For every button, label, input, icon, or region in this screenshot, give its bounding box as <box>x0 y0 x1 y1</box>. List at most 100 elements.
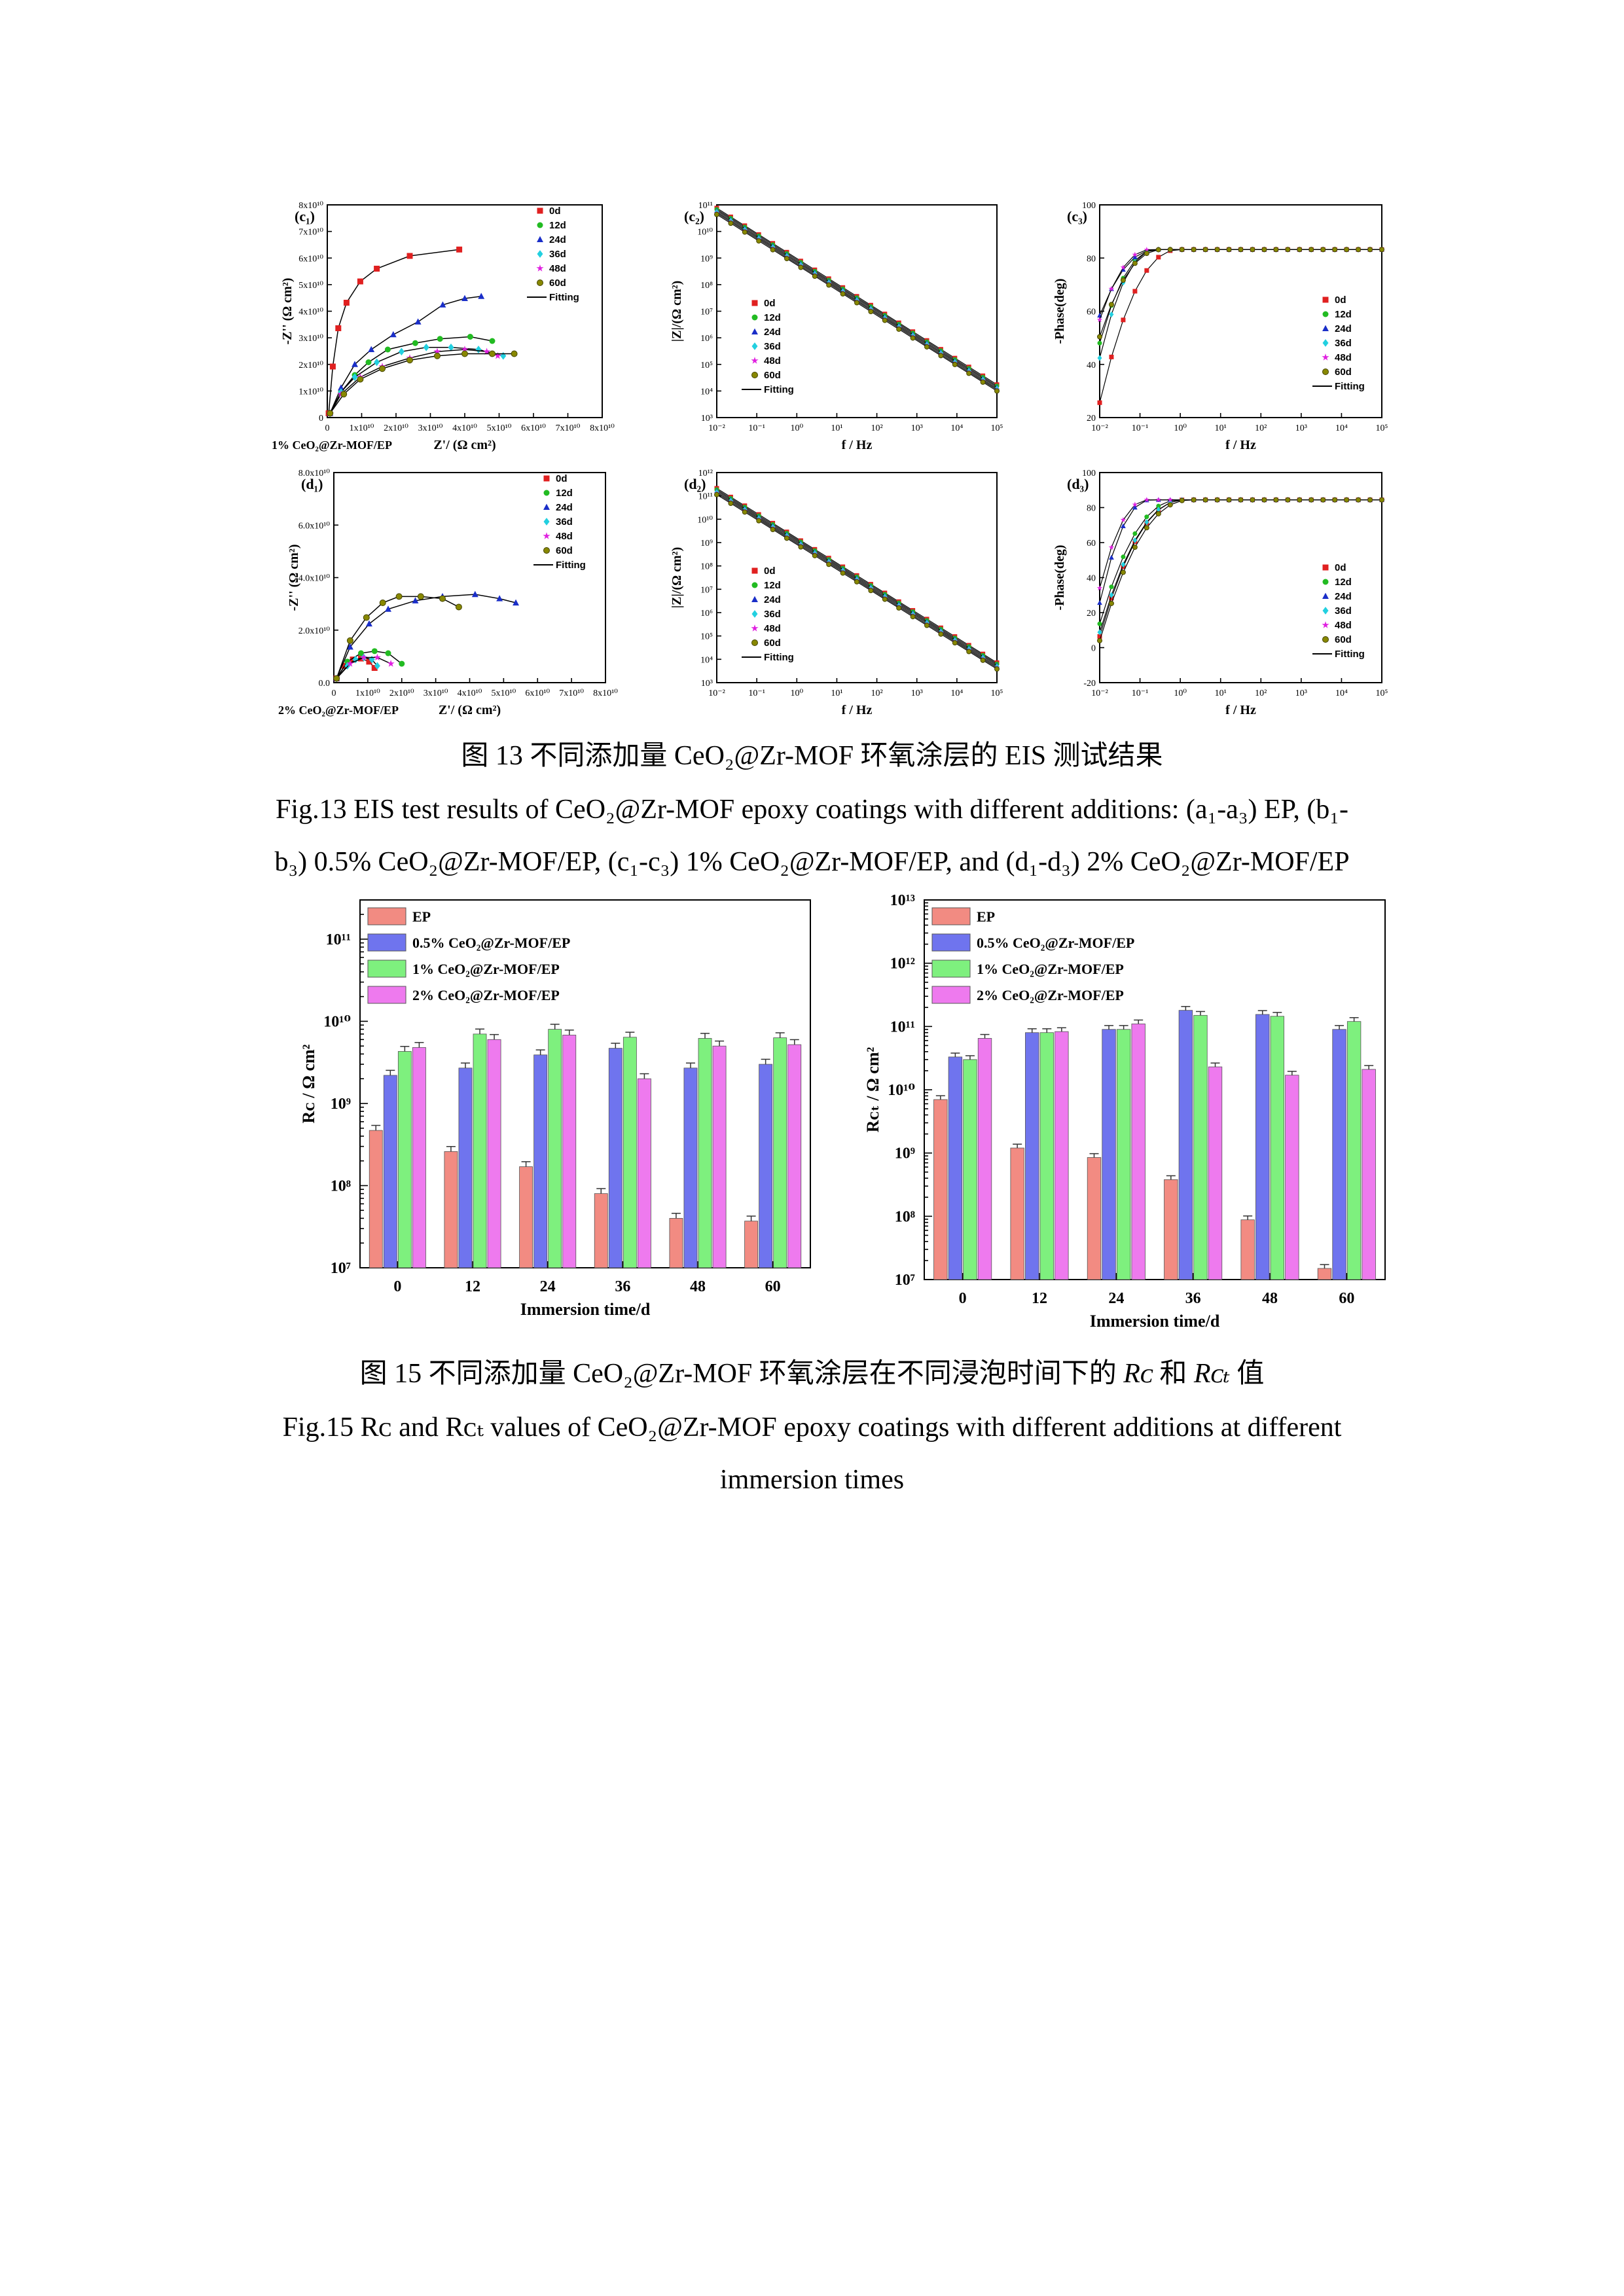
bar <box>458 1067 473 1268</box>
data-point <box>1367 497 1373 503</box>
data-point <box>1108 600 1114 606</box>
panel-d1: 0 1x10¹⁰ 2x10¹⁰ 3x10¹⁰ 4x10¹⁰ 5x10¹⁰ 6x10¹⁰ 7x1… <box>278 469 618 717</box>
x-tick-label: 10⁻² <box>1091 423 1108 433</box>
data-point <box>384 346 391 353</box>
data-point <box>434 352 441 359</box>
fit-curve <box>1099 499 1382 588</box>
data-point <box>1297 247 1303 253</box>
legend-swatch <box>931 986 971 1004</box>
data-point <box>1144 247 1150 253</box>
data-point <box>374 662 380 670</box>
panel-label: (c₁) <box>295 208 315 224</box>
legend-entry: Fitting <box>764 384 794 395</box>
x-tick-label: 10⁻¹ <box>1132 689 1149 698</box>
legend-entry: 1% CeO₂@Zr-MOF/EP <box>977 961 1124 977</box>
data-point <box>980 379 986 385</box>
legend-entry: 2% CeO₂@Zr-MOF/EP <box>977 987 1124 1003</box>
data-point <box>1344 497 1350 503</box>
legend-marker <box>536 264 544 272</box>
y-tick-label: 3x10¹⁰ <box>298 334 323 344</box>
bar <box>787 1044 802 1268</box>
legend-entry: 12d <box>1335 577 1352 588</box>
data-point <box>1156 503 1161 509</box>
data-point <box>511 350 518 357</box>
x-axis-label: f / Hz <box>1225 438 1256 452</box>
data-point <box>456 246 463 253</box>
y-tick-label: 60 <box>1087 308 1096 317</box>
data-point <box>756 518 762 524</box>
legend-marker <box>1322 636 1329 643</box>
data-point <box>924 622 929 628</box>
x-tick-label: 12 <box>1032 1290 1047 1307</box>
panel-label: (c₂) <box>684 208 704 224</box>
data-point <box>1120 516 1127 522</box>
x-tick-label: 6x10¹⁰ <box>525 689 550 698</box>
legend-marker <box>1322 621 1329 628</box>
y-tick-label: -20 <box>1083 679 1096 689</box>
data-point <box>1144 525 1149 531</box>
data-point <box>910 335 916 341</box>
data-point <box>379 365 386 372</box>
y-axis-label: |Z|/(Ω cm²) <box>670 547 684 609</box>
legend-marker <box>751 314 758 321</box>
data-point <box>854 300 859 306</box>
legend-marker <box>543 547 550 554</box>
legend-marker <box>543 503 550 511</box>
data-point <box>742 229 748 235</box>
data-point <box>966 649 972 655</box>
x-tick-label: 10⁰ <box>790 423 803 433</box>
legend-marker <box>1322 564 1329 571</box>
y-tick-label: 10⁸ <box>895 1208 915 1225</box>
y-tick-label: 10⁸ <box>331 1177 351 1194</box>
data-point <box>496 595 503 601</box>
bar <box>369 1130 383 1268</box>
y-tick-label: 10¹³ <box>890 892 915 909</box>
data-point <box>1132 260 1138 266</box>
legend-swatch <box>931 933 971 952</box>
y-tick-label: 8.0x10¹⁰ <box>298 469 331 478</box>
fig13-caption-cn: 图 13 不同添加量 CeO₂@Zr-MOF 环氧涂层的 EIS 测试结果 <box>461 741 1163 771</box>
bar <box>698 1038 712 1268</box>
data-point <box>1132 545 1138 550</box>
x-tick-label: 7x10¹⁰ <box>556 423 581 433</box>
legend-entry: 0d <box>549 206 561 217</box>
legend-marker <box>1322 368 1329 375</box>
data-point <box>1191 497 1197 503</box>
data-point <box>395 593 403 600</box>
data-point <box>1308 497 1314 503</box>
data-point <box>1379 497 1384 503</box>
x-tick-label: 10⁰ <box>1174 423 1187 433</box>
legend-entry: 48d <box>549 263 566 274</box>
legend-entry: 60d <box>556 545 573 556</box>
data-point <box>952 640 958 646</box>
data-point <box>335 325 342 331</box>
data-point <box>1132 505 1138 510</box>
data-point <box>357 376 364 383</box>
y-axis-label: -Phase(deg) <box>1053 279 1067 344</box>
x-tick-label: 10⁵ <box>1376 423 1388 433</box>
y-tick-label: 10⁶ <box>700 334 713 344</box>
x-tick-label: 5x10¹⁰ <box>491 689 516 698</box>
x-axis-label: Immersion time/d <box>1090 1312 1220 1331</box>
data-point <box>374 358 380 367</box>
panel-label: (d₂) <box>684 476 706 492</box>
y-tick-label: 0 <box>1091 644 1096 654</box>
data-point <box>1144 268 1149 273</box>
data-point <box>358 650 364 656</box>
legend-entry: 12d <box>764 312 781 323</box>
fit-curve <box>336 596 460 679</box>
data-point <box>363 614 370 621</box>
data-point <box>966 370 972 376</box>
legend-entry: 0.5% CeO₂@Zr-MOF/EP <box>412 935 570 951</box>
bar <box>1102 1029 1116 1280</box>
data-point <box>399 660 405 667</box>
data-point <box>1285 247 1291 253</box>
data-point <box>439 595 446 602</box>
bar <box>1055 1031 1069 1280</box>
bar <box>444 1151 458 1268</box>
data-point <box>868 588 874 594</box>
x-tick-label: 10³ <box>911 423 923 433</box>
data-point <box>1356 247 1362 253</box>
data-point <box>1226 247 1232 253</box>
legend-marker <box>1322 339 1329 347</box>
